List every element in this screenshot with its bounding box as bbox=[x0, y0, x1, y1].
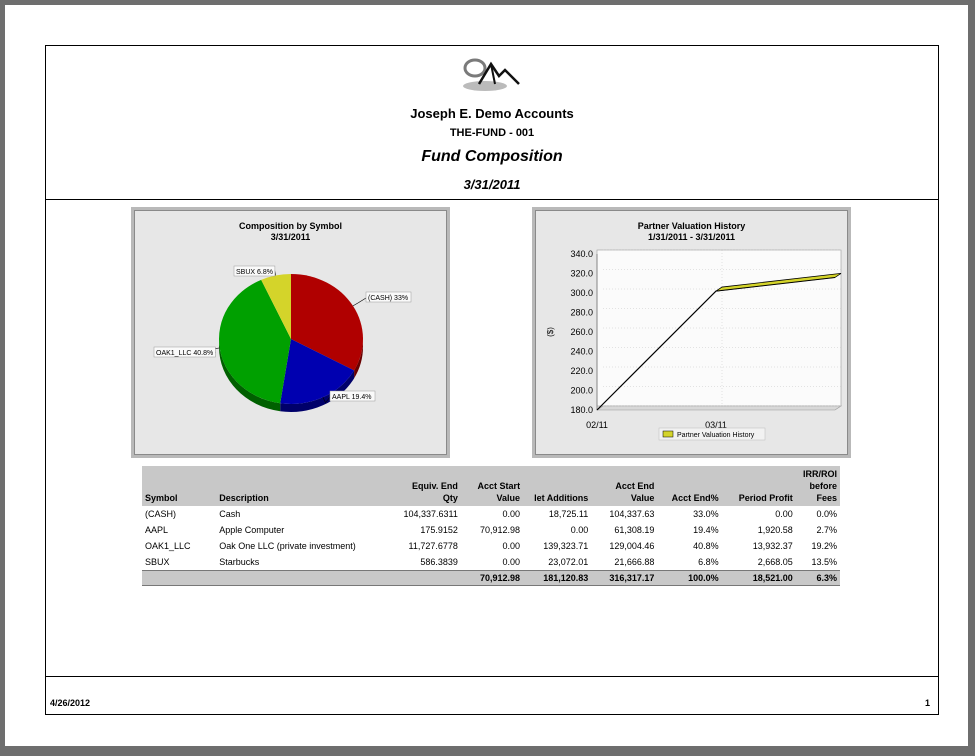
company-name: Joseph E. Demo Accounts bbox=[410, 106, 574, 121]
legend-box bbox=[658, 427, 766, 441]
pie-label-box bbox=[329, 390, 376, 402]
report-page: Joseph E. Demo Accounts THE-FUND - 001 F… bbox=[5, 5, 968, 746]
report-frame: Joseph E. Demo Accounts THE-FUND - 001 F… bbox=[45, 45, 939, 715]
col-profit: Period Profit bbox=[721, 466, 796, 506]
pie-slice--cash- bbox=[291, 274, 364, 371]
pie-leader-line bbox=[322, 397, 326, 403]
x-tick-label: 02/11 bbox=[586, 420, 608, 430]
footer-divider bbox=[46, 676, 938, 677]
col-net-additions: let Additions bbox=[523, 466, 592, 506]
total-additions: 181,120.83 bbox=[523, 570, 592, 586]
total-end: 316,317.17 bbox=[591, 570, 658, 586]
pie-slice-label: SBUX 6.8% bbox=[236, 269, 273, 276]
pie-label-box bbox=[365, 291, 412, 303]
valuation-chart-subtitle: 1/31/2011 - 3/31/2011 bbox=[647, 232, 736, 242]
pie-slice-oak1-llc bbox=[218, 279, 291, 404]
col-irr: IRR/ROI before Fees bbox=[795, 466, 840, 506]
plot-area bbox=[596, 249, 842, 407]
pie-chart-subtitle: 3/31/2011 bbox=[270, 232, 311, 242]
y-tick-label: 320.0 bbox=[570, 269, 593, 279]
table-row: OAK1_LLC Oak One LLC (private investment… bbox=[145, 541, 837, 551]
y-tick-label: 200.0 bbox=[570, 386, 593, 396]
y-tick-label: 220.0 bbox=[570, 366, 593, 376]
pie-leader-line bbox=[325, 396, 331, 403]
legend-label: Partner Valuation History bbox=[677, 432, 755, 439]
pie-slice-sbux bbox=[261, 274, 291, 339]
y-axis-label: ($) bbox=[546, 327, 555, 337]
pie-slice-label: (CASH) 33% bbox=[368, 295, 408, 302]
pie-slice-edge--cash- bbox=[354, 339, 363, 379]
total-pct: 100.0% bbox=[657, 570, 722, 586]
pie-label-box bbox=[233, 265, 276, 277]
table-row: AAPL Apple Computer 175.9152 70,912.98 0… bbox=[145, 525, 837, 535]
table-header-row: Symbol Description Equiv. End Qty Acct St… bbox=[142, 466, 840, 506]
y-tick-label: 180.0 bbox=[570, 405, 593, 415]
total-start: 70,912.98 bbox=[460, 570, 524, 586]
fund-name: THE-FUND - 001 bbox=[449, 127, 535, 139]
x-tick-label: 03/11 bbox=[705, 420, 727, 430]
table-row: SBUX Starbucks 586.3839 0.00 23,072.01 2… bbox=[145, 557, 837, 567]
y-tick-label: 240.0 bbox=[570, 347, 593, 357]
valuation-chart-panel: Partner Valuation History 1/31/2011 - 3/… bbox=[532, 207, 851, 458]
col-end-pct: Acct End% bbox=[657, 466, 722, 506]
pie-slice-label: AAPL 19.4% bbox=[332, 394, 371, 401]
pie-leader-line bbox=[357, 297, 367, 304]
composition-table: Symbol Description Equiv. End Qty Acct St… bbox=[142, 466, 840, 586]
company-logo bbox=[463, 58, 520, 91]
y-tick-label: 260.0 bbox=[570, 327, 593, 337]
total-profit: 18,521.00 bbox=[721, 570, 796, 586]
valuation-ribbon bbox=[715, 273, 842, 292]
report-date: 3/31/2011 bbox=[463, 177, 521, 192]
legend-swatch bbox=[662, 430, 674, 438]
plot-floor bbox=[596, 405, 842, 411]
print-date: 4/26/2012 bbox=[50, 698, 91, 708]
total-irr: 6.3% bbox=[795, 570, 840, 586]
pie-chart-title: Composition by Symbol bbox=[238, 221, 342, 231]
header-divider bbox=[46, 199, 938, 200]
col-end-value: Acct End Value bbox=[591, 466, 658, 506]
y-tick-label: 300.0 bbox=[570, 288, 593, 298]
col-start-value: Acct Start Value bbox=[460, 466, 524, 506]
totals-row: 70,912.98 181,120.83 316,317.17 100.0% 1… bbox=[142, 570, 840, 586]
col-description: Description bbox=[216, 466, 383, 506]
pie-slice-label: OAK1_LLC 40.8% bbox=[156, 350, 213, 357]
col-symbol: Symbol bbox=[142, 466, 217, 506]
y-tick-label: 280.0 bbox=[570, 308, 593, 318]
pie-slice-aapl bbox=[280, 339, 355, 404]
pie-label-box bbox=[153, 346, 216, 358]
table-row: (CASH) Cash 104,337.6311 0.00 18,725.11 … bbox=[145, 509, 837, 519]
col-equiv-qty: Equiv. End Qty bbox=[382, 466, 461, 506]
valuation-chart: 340.0 320.0 300.0 280.0 260.0 240.0 220.0 200.0… bbox=[546, 249, 842, 441]
pie-chart: (CASH) 33% AAPL 19.4% OAK1_LLC 40.8% SBUX 6… bbox=[153, 265, 412, 412]
y-tick-label: 340.0 bbox=[570, 249, 593, 259]
page-number: 1 bbox=[924, 698, 930, 708]
valuation-chart-title: Partner Valuation History bbox=[637, 221, 746, 231]
report-title: Fund Composition bbox=[421, 148, 563, 165]
pie-leader-line bbox=[352, 302, 359, 307]
pie-chart-panel: Composition by Symbol 3/31/2011 (CASH) 3… bbox=[131, 207, 450, 458]
pie-slice-edge-oak1-llc bbox=[219, 339, 281, 412]
